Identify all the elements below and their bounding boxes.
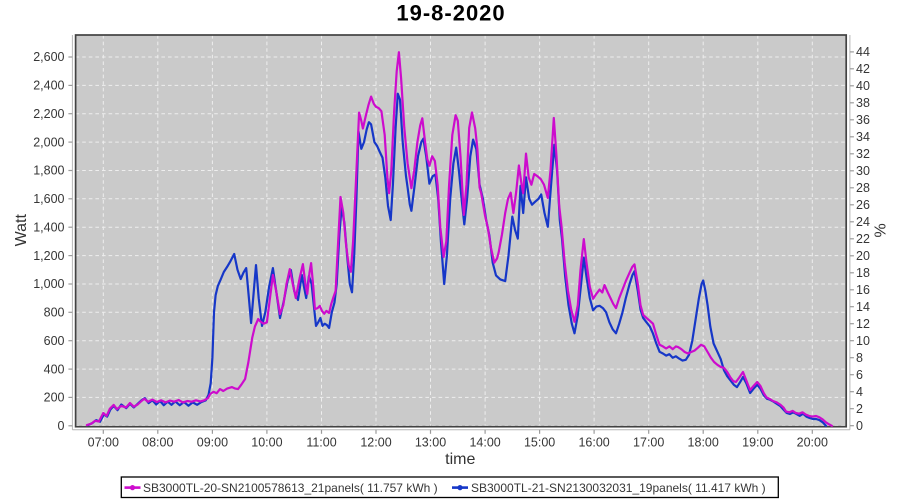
- svg-text:17:00: 17:00: [633, 436, 664, 450]
- svg-text:14:00: 14:00: [469, 436, 500, 450]
- svg-text:10:00: 10:00: [251, 436, 282, 450]
- svg-text:20: 20: [856, 249, 870, 263]
- svg-text:18:00: 18:00: [688, 436, 719, 450]
- svg-text:36: 36: [856, 113, 870, 127]
- svg-text:4: 4: [856, 385, 863, 399]
- svg-text:2,600: 2,600: [33, 50, 64, 64]
- svg-text:%: %: [873, 223, 890, 237]
- svg-text:18: 18: [856, 266, 870, 280]
- svg-text:14: 14: [856, 300, 870, 314]
- svg-text:09:00: 09:00: [197, 436, 228, 450]
- svg-text:26: 26: [856, 198, 870, 212]
- svg-text:11:00: 11:00: [306, 436, 336, 450]
- svg-text:0: 0: [58, 419, 65, 433]
- svg-text:0: 0: [856, 419, 863, 433]
- svg-text:16:00: 16:00: [578, 436, 609, 450]
- svg-text:24: 24: [856, 215, 870, 229]
- svg-text:19-8-2020: 19-8-2020: [396, 1, 505, 26]
- svg-text:8: 8: [856, 351, 863, 365]
- svg-text:08:00: 08:00: [142, 436, 173, 450]
- svg-text:40: 40: [856, 79, 870, 93]
- svg-text:16: 16: [856, 283, 870, 297]
- svg-text:400: 400: [44, 362, 65, 376]
- svg-text:10: 10: [856, 334, 870, 348]
- svg-text:SB3000TL-21-SN2130032031_19pan: SB3000TL-21-SN2130032031_19panels( 11.41…: [471, 481, 766, 495]
- svg-text:2: 2: [856, 402, 863, 416]
- svg-text:07:00: 07:00: [88, 436, 119, 450]
- svg-text:1,600: 1,600: [33, 192, 64, 206]
- svg-text:38: 38: [856, 96, 870, 110]
- svg-text:2,200: 2,200: [33, 107, 64, 121]
- svg-text:600: 600: [44, 334, 65, 348]
- svg-text:13:00: 13:00: [415, 436, 446, 450]
- svg-text:34: 34: [856, 130, 870, 144]
- svg-text:42: 42: [856, 62, 870, 76]
- svg-text:SB3000TL-20-SN2100578613_21pan: SB3000TL-20-SN2100578613_21panels( 11.75…: [143, 481, 438, 495]
- svg-text:20:00: 20:00: [797, 436, 828, 450]
- svg-text:19:00: 19:00: [742, 436, 773, 450]
- svg-text:30: 30: [856, 164, 870, 178]
- svg-text:1,000: 1,000: [33, 277, 64, 291]
- svg-text:6: 6: [856, 368, 863, 382]
- svg-text:22: 22: [856, 232, 870, 246]
- svg-text:28: 28: [856, 181, 870, 195]
- svg-text:32: 32: [856, 147, 870, 161]
- svg-text:800: 800: [44, 306, 65, 320]
- svg-text:2,400: 2,400: [33, 79, 64, 93]
- svg-text:Watt: Watt: [13, 213, 30, 246]
- svg-text:1,800: 1,800: [33, 164, 64, 178]
- svg-text:44: 44: [856, 45, 870, 59]
- svg-text:12:00: 12:00: [360, 436, 391, 450]
- svg-text:time: time: [445, 451, 475, 468]
- svg-text:12: 12: [856, 317, 870, 331]
- svg-text:2,000: 2,000: [33, 135, 64, 149]
- svg-text:15:00: 15:00: [524, 436, 555, 450]
- svg-text:1,200: 1,200: [33, 249, 64, 263]
- svg-text:200: 200: [44, 391, 65, 405]
- svg-text:1,400: 1,400: [33, 220, 64, 234]
